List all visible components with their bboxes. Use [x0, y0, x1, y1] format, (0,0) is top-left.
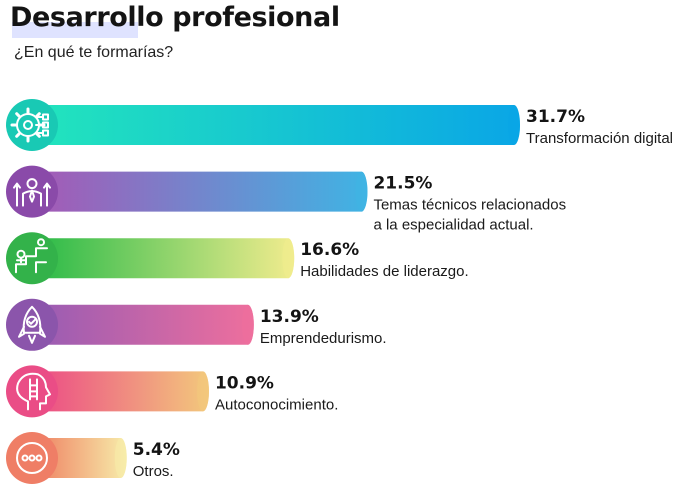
bar-end-cap — [241, 304, 254, 345]
bar — [40, 304, 254, 345]
bar — [40, 238, 295, 279]
category-label: Transformación digital — [526, 130, 673, 147]
rocket-icon — [6, 298, 58, 351]
title-highlight — [12, 22, 138, 38]
head-ladder-icon — [6, 365, 58, 418]
category-label: Habilidades de liderazgo. — [300, 263, 468, 280]
bar-row: 5.4% Otros. — [6, 432, 180, 484]
more-dots-icon — [6, 432, 58, 484]
category-label: Temas técnicos relacionados — [373, 197, 566, 214]
value-label: 5.4% — [133, 440, 180, 460]
bar-row: 16.6% Habilidades de liderazgo. — [6, 232, 469, 285]
value-label: 31.7% — [526, 107, 585, 127]
value-label: 10.9% — [215, 373, 274, 393]
category-label: a la especialidad actual. — [373, 217, 533, 234]
bar-end-cap — [196, 371, 209, 412]
gear-circuit-icon — [6, 99, 58, 151]
bar-row: 13.9% Emprendedurismo. — [6, 298, 387, 351]
value-label: 21.5% — [373, 174, 432, 194]
bar-end-cap — [114, 438, 127, 478]
businessman-growth-icon — [6, 165, 58, 218]
category-label: Autoconocimiento. — [215, 396, 338, 413]
bar-row: 31.7% Transformación digital — [6, 99, 673, 151]
page-title: Desarrollo profesional — [10, 2, 340, 33]
bar — [40, 438, 127, 478]
value-label: 16.6% — [300, 240, 359, 260]
bar — [40, 371, 209, 412]
category-label: Otros. — [133, 463, 174, 480]
category-label: Emprendedurismo. — [260, 330, 387, 347]
value-label: 13.9% — [260, 307, 319, 327]
bar-end-cap — [355, 171, 368, 212]
title-block: Desarrollo profesional — [10, 2, 340, 38]
bar — [40, 105, 520, 145]
bar — [40, 171, 368, 212]
bar-end-cap — [508, 105, 520, 145]
leadership-stairs-icon — [6, 232, 58, 285]
bar-row: 10.9% Autoconocimiento. — [6, 365, 338, 418]
page-subtitle: ¿En qué te formarías? — [14, 44, 174, 61]
bar-row: 21.5% Temas técnicos relacionados a la esp… — [6, 165, 566, 234]
bar-end-cap — [282, 238, 295, 279]
